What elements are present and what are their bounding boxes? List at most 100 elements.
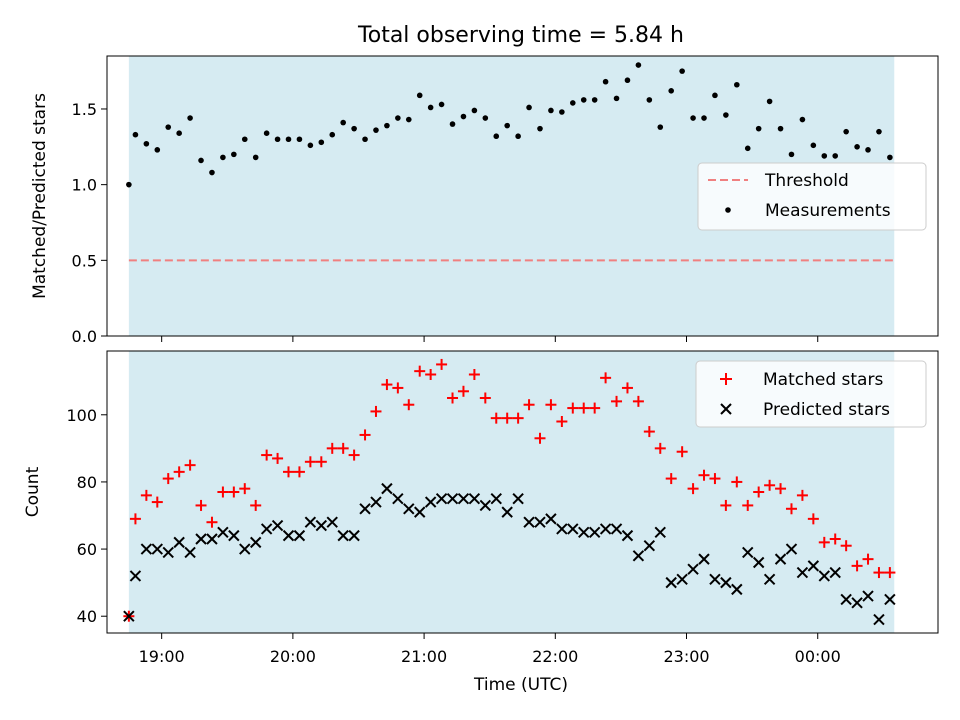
measurement-point [635,62,642,68]
predicted-star-point [239,543,251,555]
predicted-star-point [162,546,174,559]
matched-star-point [534,432,546,444]
measurement-point [231,151,237,158]
predicted-star-point [665,576,677,589]
matched-star-point [140,489,152,501]
matched-star-point [611,395,623,407]
predicted-star-point [654,526,666,538]
bottom-y-tick-label: 60 [77,540,97,559]
top-y-tick-label: 0.0 [72,327,97,346]
predicted-star-point [862,590,874,602]
matched-star-point [250,499,262,511]
predicted-star-point [545,513,557,525]
matched-star-point [567,402,579,414]
bottom-y-tick-label: 80 [77,473,97,492]
measurement-point [285,136,292,143]
measurement-point [504,122,510,129]
predicted-star-point [818,570,830,582]
predicted-star-point [435,493,448,505]
matched-star-point [764,479,776,491]
matched-star-point [272,452,284,464]
matched-star-point [512,412,524,424]
matched-star-point [283,466,295,478]
top-x-ticks [161,336,819,342]
matched-star-point [359,429,371,441]
measurement-point [351,125,357,132]
matched-legend-label: Matched stars [763,370,883,390]
matched-star-point [556,416,568,427]
predicted-star-point [337,529,349,542]
measurement-point [766,98,773,105]
measurement-point [384,122,390,129]
measurement-point [526,104,532,111]
matched-star-point [337,442,349,454]
predicted-star-point [468,493,481,505]
predicted-star-point [370,496,382,508]
measurement-point [854,144,860,150]
matched-star-point [589,402,601,414]
matched-star-point [676,446,688,458]
bottom-y-tick-label: 40 [77,607,97,626]
predicted-legend-marker [720,403,732,415]
top-y-tick-label: 0.5 [72,251,97,270]
measurement-point [143,140,150,147]
matched-star-point [162,473,174,485]
measurement-point [876,128,882,135]
predicted-star-point [249,536,262,549]
predicted-star-point [709,573,721,585]
matched-star-point [447,392,459,404]
predicted-star-point [348,529,360,542]
predicted-star-point [632,550,645,562]
measurement-point [165,124,172,130]
measurement-point [132,131,139,138]
measurement-point [198,157,204,164]
measurement-point [187,115,193,121]
measurement-point [887,154,893,161]
bottom-y-axis-label: Count [23,466,43,517]
predicted-star-point [873,613,885,626]
matched-star-point [862,553,874,565]
matched-star-point [698,469,710,481]
predicted-star-point [523,516,535,528]
measurement-point [701,115,707,121]
matched-star-point [129,513,141,525]
predicted-star-point [796,566,809,579]
measurement-point [438,101,445,108]
matched-star-point [425,369,437,380]
measurement-point [712,92,718,99]
matched-star-point [523,399,535,411]
measurement-point [821,153,828,159]
measurement-point [405,116,412,123]
measurement-point [482,115,489,121]
measurement-point [810,142,817,149]
matched-star-point [796,489,808,501]
measurement-point [126,181,132,188]
matched-star-point [840,540,852,552]
matched-star-point [326,442,338,454]
predicted-star-point [490,493,502,505]
predicted-star-point [217,526,229,538]
matched-star-point [315,456,327,468]
matched-star-point [348,449,360,461]
predicted-star-point [282,529,295,542]
measurement-point [307,142,314,149]
matched-star-point [195,499,207,511]
measurement-point [416,92,423,99]
predicted-star-point [359,503,371,515]
predicted-star-point [588,526,601,538]
measurement-point [799,116,806,123]
predicted-star-point [271,519,284,532]
predicted-star-point [720,576,732,589]
measurement-point [602,78,609,85]
matched-star-point [151,496,163,508]
measurement-point [832,153,839,159]
predicted-star-point [807,560,820,572]
matched-star-point [403,399,415,411]
matched-star-point [468,369,480,380]
bottom-x-tick-label: 20:00 [270,647,316,666]
top-panel: 0.0 0.5 1.0 1.5 Matched/Predicted stars Thr… [30,55,939,346]
measurement-point [580,97,587,103]
predicted-star-point [884,593,896,606]
predicted-star-point [446,493,459,505]
